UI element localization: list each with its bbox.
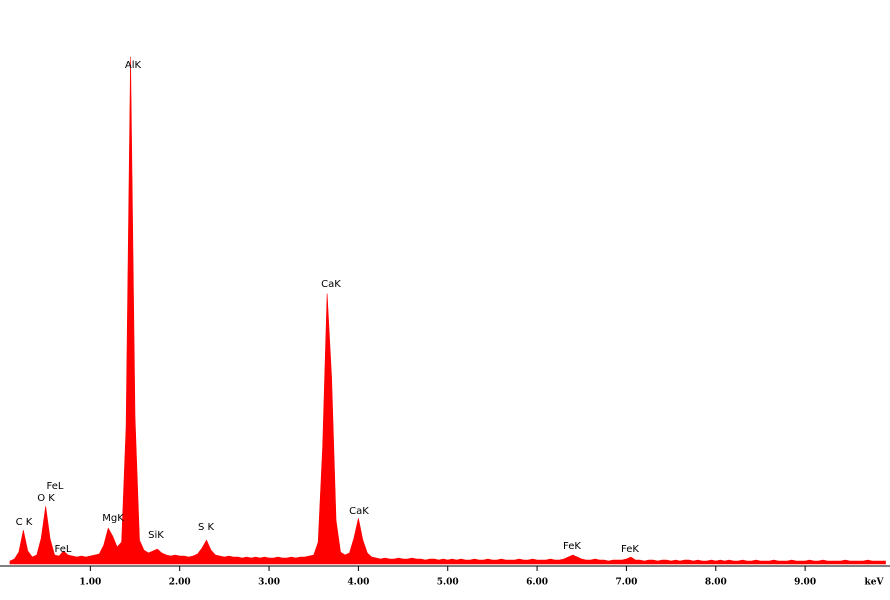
x-tick-label: 1.00	[79, 578, 101, 588]
x-tick-label: 8.00	[705, 578, 727, 588]
x-axis-label: keV	[865, 578, 885, 588]
peak-label: O K	[37, 493, 55, 504]
peak-label: FeL	[55, 544, 72, 555]
x-tick-label: 9.00	[794, 578, 816, 588]
peak-label: CaK	[321, 279, 341, 290]
x-tick-label: 6.00	[526, 578, 548, 588]
x-tick-label: 3.00	[258, 578, 280, 588]
peak-label: FeK	[621, 544, 639, 555]
peak-label: FeK	[563, 541, 581, 552]
x-tick-label: 7.00	[615, 578, 637, 588]
peak-label: CaK	[349, 506, 369, 517]
peak-label: C K	[16, 517, 33, 528]
x-tick-label: 5.00	[437, 578, 459, 588]
peak-label: MgK	[102, 513, 124, 524]
x-tick-label: 2.00	[169, 578, 191, 588]
peak-label: S K	[198, 522, 215, 533]
x-tick-label: 4.00	[347, 578, 369, 588]
peak-label: SiK	[148, 530, 164, 541]
peak-label: FeL	[47, 481, 64, 492]
spectrum	[9, 56, 886, 565]
peak-label: AlK	[125, 60, 142, 71]
